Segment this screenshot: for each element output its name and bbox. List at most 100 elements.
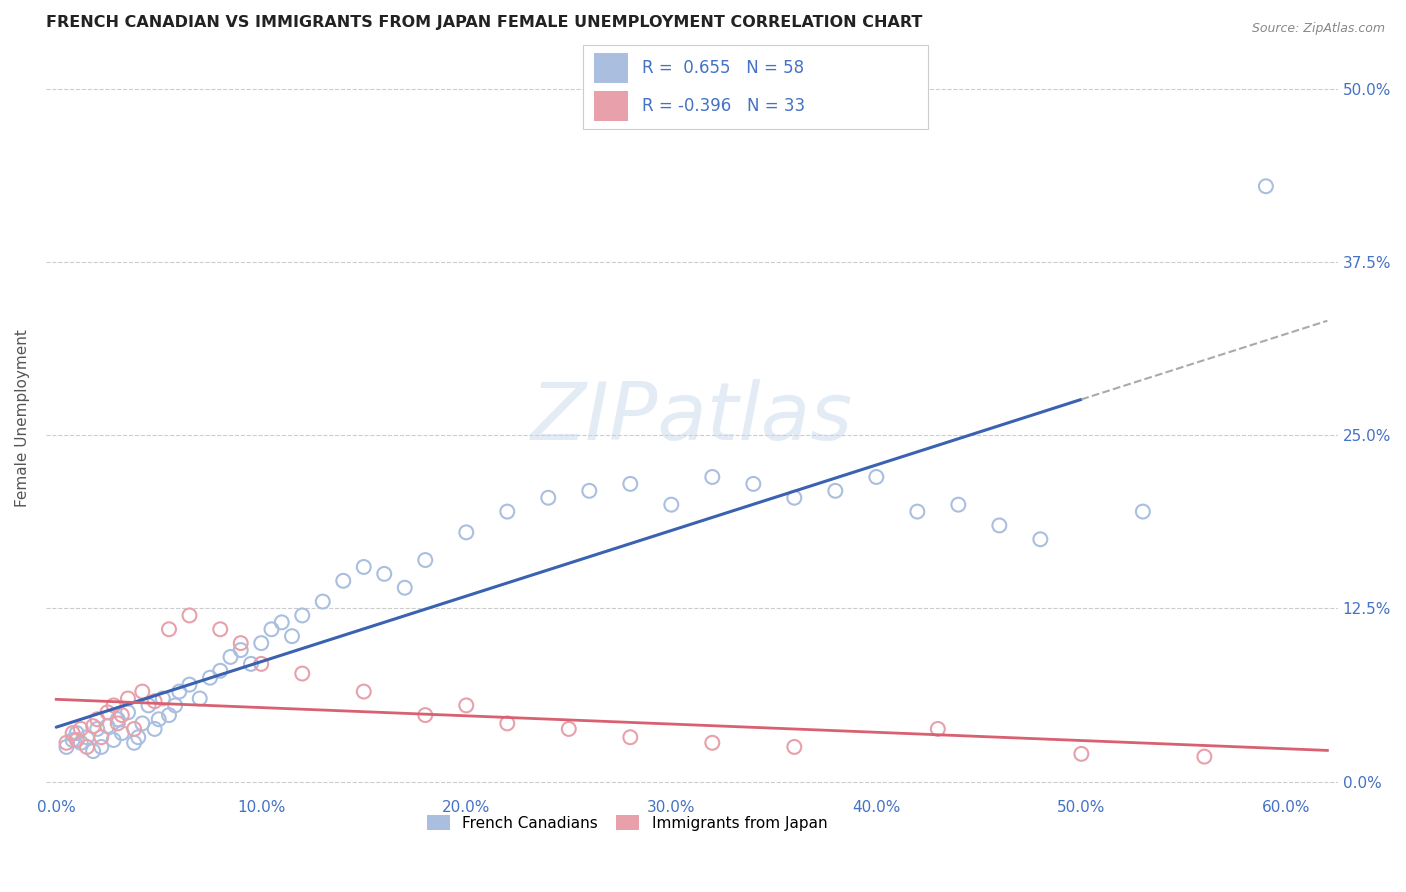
Legend: French Canadians, Immigrants from Japan: French Canadians, Immigrants from Japan: [422, 808, 834, 837]
Point: [1029, 533, 1052, 547]
Point: [578, 483, 600, 498]
Point: [107, 712, 129, 726]
Point: [332, 574, 354, 588]
Point: [131, 716, 153, 731]
Point: [69, 722, 91, 736]
Point: [413, 708, 436, 723]
Point: [209, 664, 232, 678]
Point: [537, 491, 560, 505]
Point: [157, 622, 180, 636]
Bar: [593, 91, 628, 120]
Point: [131, 684, 153, 698]
Point: [456, 525, 478, 540]
FancyBboxPatch shape: [583, 45, 928, 129]
Point: [783, 739, 806, 754]
Point: [988, 518, 1011, 533]
Point: [96, 706, 118, 720]
Point: [103, 733, 125, 747]
Point: [456, 698, 478, 713]
Text: Source: ZipAtlas.com: Source: ZipAtlas.com: [1251, 22, 1385, 36]
Point: [702, 736, 724, 750]
Point: [165, 698, 187, 713]
Text: R = -0.396   N = 33: R = -0.396 N = 33: [643, 97, 806, 115]
Point: [96, 719, 118, 733]
Point: [167, 684, 190, 698]
Point: [240, 657, 263, 671]
Point: [229, 643, 252, 657]
Point: [619, 476, 641, 491]
Point: [66, 733, 89, 747]
Y-axis label: Female Unemployment: Female Unemployment: [15, 329, 30, 507]
Point: [1132, 505, 1154, 519]
Point: [107, 716, 129, 731]
Point: [865, 470, 887, 484]
Point: [783, 491, 806, 505]
Point: [66, 726, 89, 740]
Text: R =  0.655   N = 58: R = 0.655 N = 58: [643, 59, 804, 77]
Point: [1070, 747, 1092, 761]
Point: [82, 744, 104, 758]
Point: [927, 722, 949, 736]
Point: [86, 712, 108, 726]
Point: [312, 594, 335, 608]
Point: [138, 698, 160, 713]
Point: [62, 733, 84, 747]
Point: [496, 505, 519, 519]
Point: [82, 719, 104, 733]
Point: [219, 649, 242, 664]
Point: [188, 691, 211, 706]
Point: [824, 483, 846, 498]
Point: [373, 566, 395, 581]
Point: [229, 636, 252, 650]
Point: [117, 706, 139, 720]
Text: ZIPatlas: ZIPatlas: [530, 379, 853, 457]
Point: [179, 608, 201, 623]
Point: [281, 629, 304, 643]
Point: [148, 712, 170, 726]
Point: [905, 505, 928, 519]
Point: [143, 722, 166, 736]
Point: [157, 708, 180, 723]
Point: [62, 726, 84, 740]
Point: [1194, 749, 1216, 764]
Point: [702, 470, 724, 484]
Point: [143, 694, 166, 708]
Point: [152, 691, 174, 706]
Point: [179, 678, 201, 692]
Text: FRENCH CANADIAN VS IMMIGRANTS FROM JAPAN FEMALE UNEMPLOYMENT CORRELATION CHART: FRENCH CANADIAN VS IMMIGRANTS FROM JAPAN…: [46, 15, 922, 30]
Point: [90, 731, 112, 745]
Point: [90, 739, 112, 754]
Point: [127, 731, 149, 745]
Point: [291, 666, 314, 681]
Point: [250, 636, 273, 650]
Point: [69, 736, 91, 750]
Point: [55, 736, 77, 750]
Point: [948, 498, 970, 512]
Point: [122, 736, 145, 750]
Point: [103, 698, 125, 713]
Point: [111, 708, 134, 723]
Point: [111, 726, 134, 740]
Point: [86, 722, 108, 736]
Point: [659, 498, 682, 512]
Point: [394, 581, 416, 595]
Point: [76, 739, 98, 754]
Point: [291, 608, 314, 623]
Point: [1254, 179, 1277, 194]
Point: [353, 684, 375, 698]
Point: [117, 691, 139, 706]
Point: [250, 657, 273, 671]
Point: [413, 553, 436, 567]
Point: [742, 476, 765, 491]
Point: [353, 560, 375, 574]
Point: [496, 716, 519, 731]
Point: [558, 722, 581, 736]
Point: [122, 722, 145, 736]
Point: [209, 622, 232, 636]
Point: [270, 615, 292, 630]
Point: [198, 671, 221, 685]
Point: [55, 739, 77, 754]
Point: [619, 731, 641, 745]
Point: [260, 622, 283, 636]
Bar: [593, 54, 628, 83]
